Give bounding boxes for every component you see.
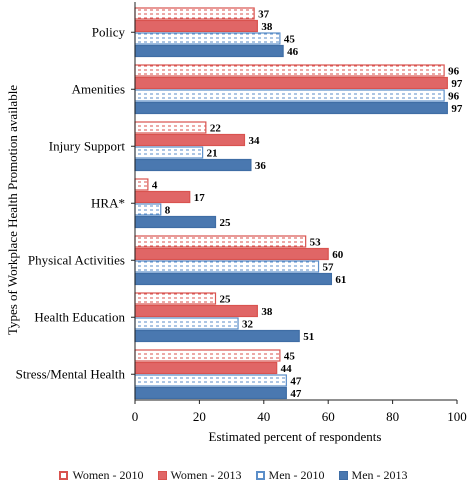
data-label: 17 bbox=[194, 192, 206, 204]
data-label: 38 bbox=[261, 306, 273, 318]
bar bbox=[134, 89, 445, 102]
data-label: 96 bbox=[448, 91, 460, 103]
bar bbox=[134, 317, 239, 330]
bar-chart: 3738454696979697223421364178255360576125… bbox=[5, 2, 467, 444]
bar bbox=[134, 158, 252, 172]
data-label: 45 bbox=[284, 34, 296, 46]
x-tick-label: 0 bbox=[132, 409, 139, 424]
data-label: 34 bbox=[248, 135, 259, 147]
bar bbox=[134, 247, 329, 261]
bar bbox=[134, 349, 281, 362]
data-label: 61 bbox=[335, 274, 346, 286]
data-label: 97 bbox=[451, 78, 463, 90]
legend-swatch bbox=[59, 471, 69, 480]
x-tick-label: 100 bbox=[447, 409, 467, 424]
x-tick-label: 60 bbox=[322, 409, 335, 424]
data-label: 32 bbox=[242, 319, 254, 331]
bar bbox=[134, 329, 300, 343]
bar bbox=[134, 292, 217, 305]
legend-label: Men - 2013 bbox=[351, 468, 408, 482]
data-label: 53 bbox=[310, 237, 322, 249]
data-label: 38 bbox=[261, 21, 273, 33]
category-label: Amenities bbox=[72, 81, 125, 96]
data-label: 44 bbox=[281, 363, 293, 375]
data-label: 45 bbox=[284, 351, 296, 363]
bar bbox=[134, 272, 333, 286]
bar bbox=[134, 178, 149, 191]
legend-item: Women - 2010 bbox=[59, 468, 144, 483]
legend-item: Men - 2013 bbox=[338, 468, 408, 483]
bar bbox=[134, 386, 287, 400]
legend-item: Women - 2013 bbox=[157, 468, 242, 483]
data-label: 47 bbox=[290, 388, 302, 400]
data-label: 51 bbox=[303, 331, 314, 343]
bar bbox=[134, 19, 258, 33]
legend: Women - 2010 Women - 2013 Men - 2010 Men - … bbox=[0, 468, 467, 483]
bar bbox=[134, 133, 246, 147]
category-label: Physical Activities bbox=[28, 252, 125, 267]
x-tick-label: 80 bbox=[386, 409, 399, 424]
data-label: 47 bbox=[290, 376, 302, 388]
legend-label: Men - 2010 bbox=[268, 468, 325, 482]
data-label: 25 bbox=[220, 294, 232, 306]
category-label: Injury Support bbox=[49, 138, 126, 153]
x-axis-label: Estimated percent of respondents bbox=[209, 429, 382, 444]
data-label: 4 bbox=[152, 180, 158, 192]
bar bbox=[134, 215, 217, 229]
category-label: Policy bbox=[92, 24, 126, 39]
x-tick-label: 40 bbox=[257, 409, 270, 424]
category-label: HRA* bbox=[91, 195, 125, 210]
legend-label: Women - 2013 bbox=[170, 468, 242, 482]
data-label: 46 bbox=[287, 46, 299, 58]
data-label: 97 bbox=[451, 103, 463, 115]
data-label: 25 bbox=[220, 217, 232, 229]
data-label: 96 bbox=[448, 66, 460, 78]
legend-item: Men - 2010 bbox=[255, 468, 325, 483]
legend-swatch bbox=[157, 471, 167, 480]
legend-label: Women - 2010 bbox=[72, 468, 144, 482]
legend-swatch bbox=[338, 471, 348, 480]
data-label: 21 bbox=[207, 148, 218, 160]
bar bbox=[134, 32, 281, 45]
bar bbox=[134, 260, 320, 273]
bar bbox=[134, 146, 204, 159]
bar bbox=[134, 374, 287, 387]
data-label: 22 bbox=[210, 123, 222, 135]
bar bbox=[134, 235, 307, 248]
data-label: 36 bbox=[255, 160, 266, 172]
data-label: 60 bbox=[332, 249, 344, 261]
category-labels: Policy Amenities Injury Support HRA* Physica… bbox=[16, 24, 126, 381]
y-axis-label: Types of Workplace Health Promotion avai… bbox=[5, 85, 20, 335]
bar bbox=[134, 7, 255, 20]
category-label: Stress/Mental Health bbox=[16, 366, 126, 381]
bar bbox=[134, 361, 278, 375]
axes-group: 0 20 40 60 80 100 bbox=[131, 2, 467, 424]
bar bbox=[134, 203, 162, 216]
data-label: 37 bbox=[258, 9, 270, 21]
bar bbox=[134, 44, 284, 58]
data-label: 8 bbox=[165, 205, 171, 217]
bar bbox=[134, 64, 445, 77]
bars-group: 3738454696979697223421364178255360576125… bbox=[134, 7, 463, 400]
bar bbox=[134, 121, 207, 134]
x-tick-label: 20 bbox=[193, 409, 206, 424]
bar bbox=[134, 101, 448, 115]
bar bbox=[134, 76, 448, 90]
bar bbox=[134, 304, 258, 318]
category-label: Health Education bbox=[34, 309, 125, 324]
data-label: 57 bbox=[323, 262, 335, 274]
bar bbox=[134, 190, 191, 204]
legend-swatch bbox=[255, 471, 265, 480]
